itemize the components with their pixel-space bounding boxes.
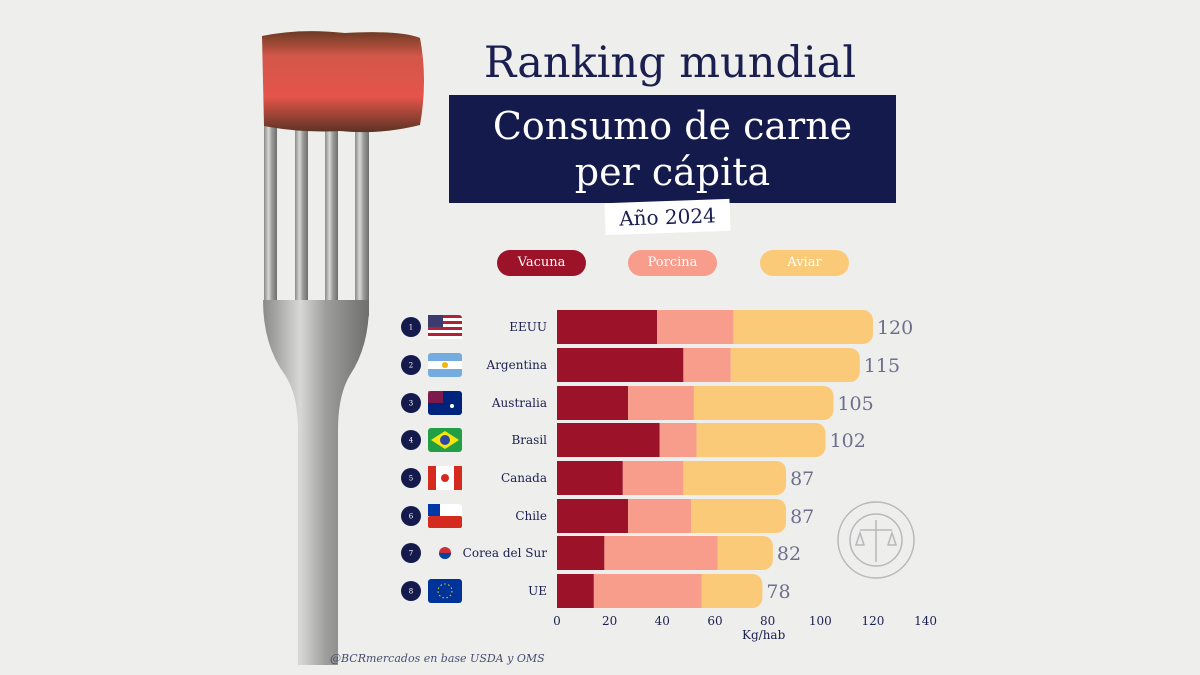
flag-canton xyxy=(428,504,440,516)
rank-number: 6 xyxy=(409,513,414,521)
rank-badge xyxy=(401,506,421,526)
flag-stripe xyxy=(428,324,462,327)
maple-leaf xyxy=(441,474,449,482)
bar-segment-vacuna xyxy=(557,386,629,420)
x-tick-label: 0 xyxy=(553,614,561,628)
bar-segment-porcina xyxy=(622,461,684,495)
country-label: Argentina xyxy=(486,358,547,372)
rank-badge xyxy=(401,581,421,601)
total-label: 120 xyxy=(877,317,913,339)
x-tick-label: 20 xyxy=(602,614,617,628)
bar-segment-porcina xyxy=(657,310,734,344)
flag-band xyxy=(428,466,436,490)
flag-stripe xyxy=(428,318,462,321)
fork-icon xyxy=(263,120,370,665)
flag-sun xyxy=(442,362,448,368)
country-label: Corea del Sur xyxy=(463,546,548,560)
bar-segment-porcina xyxy=(628,499,692,533)
rank-number: 7 xyxy=(409,550,413,558)
x-tick-label: 120 xyxy=(862,614,885,628)
bar-segment-aviar xyxy=(691,499,787,533)
bar-segment-porcina xyxy=(604,536,718,570)
rank-number: 4 xyxy=(409,437,414,445)
rank-number: 5 xyxy=(409,475,413,483)
country-label: UE xyxy=(528,584,547,598)
bar-segment-aviar xyxy=(717,536,773,570)
flag-globe xyxy=(440,435,450,445)
source-note: @BCRmercados en base USDA y OMS xyxy=(330,652,545,665)
bar-segment-vacuna xyxy=(557,348,684,382)
x-tick-label: 80 xyxy=(760,614,775,628)
flag-band xyxy=(454,466,462,490)
x-axis-label: Kg/hab xyxy=(742,628,786,642)
x-tick-label: 140 xyxy=(914,614,937,628)
flag-stripe xyxy=(428,336,462,339)
x-tick-label: 100 xyxy=(809,614,832,628)
bar-segment-aviar xyxy=(701,574,763,608)
eu-flag xyxy=(428,579,462,603)
flag-star xyxy=(450,404,454,408)
eu-stars xyxy=(437,583,453,599)
subtitle-box: Consumo de carne per cápita xyxy=(449,95,896,203)
union-jack xyxy=(428,391,443,403)
total-label: 87 xyxy=(790,468,814,490)
bar-segment-porcina xyxy=(628,386,694,420)
bar-segment-vacuna xyxy=(557,423,660,457)
bar-segment-vacuna xyxy=(557,536,605,570)
x-tick-label: 60 xyxy=(707,614,722,628)
steak-icon xyxy=(262,31,424,133)
rank-number: 2 xyxy=(409,362,413,370)
bar-segment-porcina xyxy=(683,348,731,382)
subtitle-line2: per cápita xyxy=(574,150,771,194)
rank-number: 3 xyxy=(409,400,413,408)
total-label: 82 xyxy=(777,543,801,565)
subtitle-line1: Consumo de carne xyxy=(492,104,853,148)
seal-icon xyxy=(837,501,915,579)
bar-segment-vacuna xyxy=(557,574,594,608)
x-tick-label: 40 xyxy=(655,614,670,628)
country-label: Brasil xyxy=(511,433,547,447)
bar-segment-porcina xyxy=(593,574,702,608)
total-label: 87 xyxy=(790,506,814,528)
rank-badge xyxy=(401,430,421,450)
bar-segment-vacuna xyxy=(557,499,629,533)
legend-porcina: Porcina xyxy=(628,250,717,276)
rank-badge xyxy=(401,468,421,488)
bar-segment-aviar xyxy=(730,348,860,382)
flag-stripe xyxy=(428,330,462,333)
total-label: 105 xyxy=(837,393,873,415)
bar-segment-aviar xyxy=(693,386,834,420)
rank-badge xyxy=(401,317,421,337)
flag-canton xyxy=(428,315,443,327)
rank-badge xyxy=(401,393,421,413)
taegeuk xyxy=(439,553,451,559)
page-title: Ranking mundial xyxy=(483,38,857,88)
rank-number: 8 xyxy=(409,588,413,596)
total-label: 115 xyxy=(864,355,900,377)
country-label: Chile xyxy=(515,509,547,523)
bar-segment-aviar xyxy=(696,423,826,457)
country-label: Australia xyxy=(491,396,547,410)
bar-segment-aviar xyxy=(683,461,787,495)
rank-number: 1 xyxy=(409,324,413,332)
total-label: 78 xyxy=(766,581,790,603)
rank-badge xyxy=(401,355,421,375)
country-label: Canada xyxy=(501,471,547,485)
rank-badge xyxy=(401,543,421,563)
bar-segment-vacuna xyxy=(557,461,623,495)
legend-aviar: Aviar xyxy=(760,250,849,276)
bar-segment-porcina xyxy=(659,423,697,457)
total-label: 102 xyxy=(830,430,866,452)
flag-stripe xyxy=(428,516,462,528)
legend-vacuna: Vacuna xyxy=(497,250,586,276)
bar-segment-vacuna xyxy=(557,310,658,344)
country-label: EEUU xyxy=(509,320,547,334)
bar-segment-aviar xyxy=(733,310,873,344)
